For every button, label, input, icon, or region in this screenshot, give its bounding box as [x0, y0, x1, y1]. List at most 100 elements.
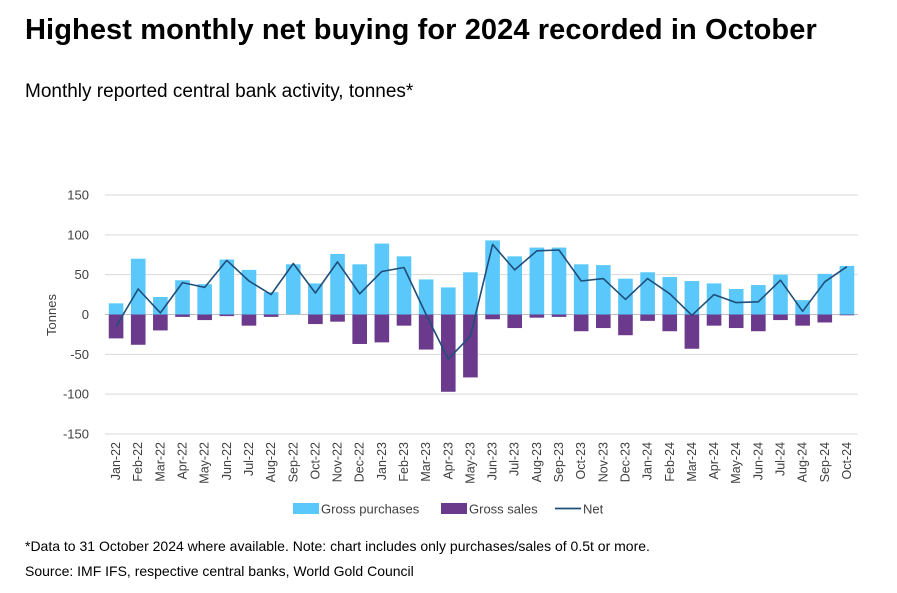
- x-tick-label: Jul-22: [242, 442, 256, 476]
- bar-gross-purchases: [817, 273, 833, 315]
- bar-gross-sales: [352, 314, 367, 344]
- legend-label: Net: [583, 502, 604, 517]
- bar-gross-sales: [640, 314, 655, 321]
- legend-gross-purchases: Gross purchases: [293, 502, 420, 517]
- bar-gross-purchases: [374, 243, 390, 315]
- bar-gross-purchases: [706, 283, 722, 315]
- bar-gross-sales: [130, 314, 146, 345]
- x-tick-label: Mar-24: [685, 442, 699, 482]
- bar-gross-purchases: [308, 283, 323, 315]
- x-tick-label: Apr-22: [176, 442, 190, 480]
- bar-gross-purchases: [751, 285, 766, 315]
- y-axis-ticks: 150 100 50 0 -50 -100 -150: [63, 188, 89, 442]
- bar-gross-purchases: [596, 265, 611, 315]
- x-tick-label: May-23: [463, 442, 477, 484]
- bars: [108, 240, 855, 392]
- footnote: *Data to 31 October 2024 where available…: [25, 538, 650, 554]
- bar-gross-purchases: [662, 277, 678, 315]
- x-tick-label: Apr-23: [441, 442, 455, 480]
- x-tick-label: Jan-22: [109, 442, 123, 480]
- y-tick-label: -50: [70, 347, 89, 362]
- bar-gross-sales: [374, 314, 390, 343]
- bar-gross-sales: [573, 314, 589, 332]
- legend: Gross purchases Gross sales Net: [293, 502, 604, 517]
- bar-gross-sales: [263, 314, 279, 317]
- bar-gross-sales: [551, 314, 567, 317]
- bar-gross-sales: [529, 314, 545, 318]
- x-tick-label: Oct-24: [840, 442, 854, 480]
- bar-gross-sales: [618, 314, 633, 336]
- x-tick-label: Mar-22: [153, 442, 167, 482]
- bar-gross-sales: [330, 314, 345, 322]
- bar-gross-purchases: [507, 256, 523, 315]
- x-tick-label: Sep-24: [818, 442, 832, 482]
- x-tick-label: Aug-24: [796, 442, 810, 482]
- bar-gross-sales: [175, 314, 190, 317]
- bar-gross-sales: [463, 314, 478, 378]
- bar-gross-purchases: [153, 296, 168, 315]
- bar-gross-purchases: [330, 253, 345, 315]
- x-tick-label: May-24: [729, 442, 743, 484]
- bar-gross-sales: [485, 314, 500, 320]
- x-tick-label: Sep-22: [286, 442, 300, 482]
- bar-gross-sales: [440, 314, 456, 392]
- x-tick-label: Jun-22: [220, 442, 234, 480]
- bar-gross-purchases: [130, 258, 146, 315]
- legend-swatch: [293, 503, 319, 514]
- chart-subtitle: Monthly reported central bank activity, …: [25, 81, 414, 102]
- x-tick-label: Sep-23: [552, 442, 566, 482]
- bar-gross-purchases: [263, 292, 279, 315]
- source-note: Source: IMF IFS, respective central bank…: [25, 563, 414, 579]
- legend-swatch: [441, 503, 467, 514]
- bar-gross-sales: [684, 314, 700, 349]
- y-tick-label: 50: [75, 267, 89, 282]
- bar-gross-sales: [773, 314, 788, 321]
- y-axis-label: Tonnes: [44, 294, 59, 336]
- x-tick-label: Jan-23: [375, 442, 389, 480]
- bar-gross-purchases: [285, 264, 301, 315]
- y-tick-label: 150: [67, 188, 89, 203]
- x-tick-label: Jun-23: [486, 442, 500, 480]
- bar-gross-purchases: [396, 256, 412, 315]
- x-tick-label: Aug-22: [264, 442, 278, 482]
- bar-gross-sales: [396, 314, 412, 326]
- bar-gross-purchases: [440, 287, 456, 315]
- x-tick-label: Feb-24: [663, 442, 677, 482]
- x-tick-label: Feb-23: [397, 442, 411, 482]
- bar-gross-sales: [197, 314, 212, 321]
- bar-gross-purchases: [684, 281, 700, 315]
- bar-gross-purchases: [197, 284, 212, 315]
- y-tick-label: 100: [67, 227, 89, 242]
- x-tick-label: Apr-24: [707, 442, 721, 480]
- bar-gross-purchases: [618, 278, 633, 315]
- bar-gross-sales: [596, 314, 611, 329]
- bar-gross-sales: [839, 314, 855, 316]
- bar-gross-sales: [241, 314, 257, 326]
- bar-gross-sales: [728, 314, 744, 329]
- x-tick-label: Jul-24: [773, 442, 787, 476]
- x-tick-label: Jul-23: [508, 442, 522, 476]
- x-tick-label: Dec-22: [353, 442, 367, 482]
- x-tick-label: Oct-23: [574, 442, 588, 480]
- x-tick-label: Oct-22: [308, 442, 322, 480]
- bar-gross-purchases: [418, 279, 434, 315]
- x-tick-label: Jan-24: [641, 442, 655, 480]
- legend-label: Gross sales: [469, 502, 538, 517]
- x-axis-ticks: Jan-22 Feb-22 Mar-22 Apr-22 May-22 Jun-22 Jul-…: [109, 442, 854, 484]
- bar-gross-purchases: [463, 272, 478, 315]
- bar-gross-purchases: [175, 280, 190, 315]
- legend-gross-sales: Gross sales: [441, 502, 538, 517]
- gridlines: [105, 194, 858, 435]
- bar-gross-sales: [795, 314, 810, 326]
- bar-gross-purchases: [485, 240, 500, 315]
- bar-gross-sales: [308, 314, 323, 325]
- chart-title: Highest monthly net buying for 2024 reco…: [25, 14, 817, 46]
- bar-gross-purchases: [573, 264, 589, 315]
- bar-gross-purchases: [108, 303, 124, 315]
- x-tick-label: Jun-24: [751, 442, 765, 480]
- x-tick-label: Dec-23: [618, 442, 632, 482]
- legend-net: Net: [555, 502, 604, 517]
- x-tick-label: Feb-22: [131, 442, 145, 482]
- bar-gross-purchases: [795, 300, 810, 315]
- bar-gross-sales: [751, 314, 766, 332]
